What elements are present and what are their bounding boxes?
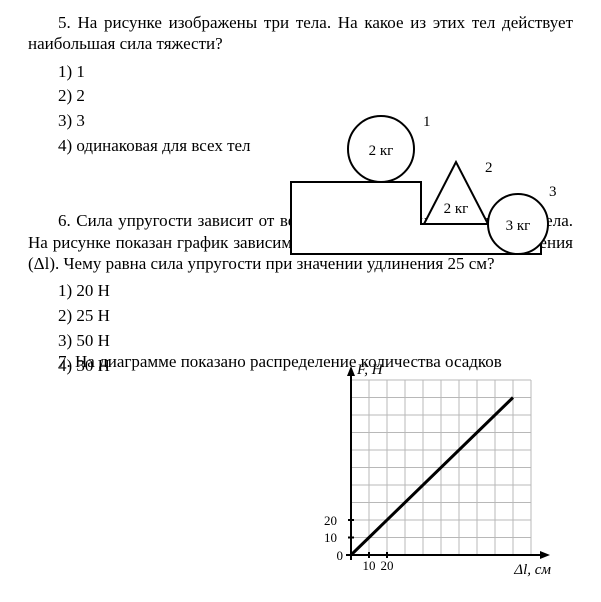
q5-svg: 2 кг 1 2 кг 2 3 кг 3: [281, 54, 561, 274]
q5-body: На рисунке изображены три тела. На какое…: [28, 13, 573, 53]
q6-figure: F, Н: [301, 360, 561, 590]
q6-option-1: 1) 20 Н: [58, 280, 573, 303]
q5-body2-mass: 2 кг: [444, 201, 469, 217]
q6-x20: 20: [381, 558, 394, 573]
q5-body3-mass: 3 кг: [506, 218, 531, 234]
q6-number: 6.: [58, 211, 71, 230]
q6-y20: 20: [324, 513, 337, 528]
q5-number: 5.: [58, 13, 71, 32]
q5-body1-num: 1: [423, 114, 431, 130]
q6-y10: 10: [324, 530, 337, 545]
q6-chart-svg: F, Н: [301, 360, 561, 590]
q6-xlabel: Δl, см: [513, 562, 551, 578]
q5-body3-num: 3: [549, 184, 557, 200]
q6-origin-label: 0: [337, 548, 344, 563]
q6-option-2: 2) 25 Н: [58, 305, 573, 328]
q5-body1-mass: 2 кг: [369, 143, 394, 159]
q5-body2-num: 2: [485, 160, 493, 176]
page-root: 5. На рисунке изображены три тела. На ка…: [0, 0, 601, 378]
q5-figure: 2 кг 1 2 кг 2 3 кг 3: [281, 54, 561, 274]
q6-option-3: 3) 50 Н: [58, 330, 573, 353]
q7-cutoff: 7. На диаграмме показано распределение к…: [28, 352, 573, 372]
q6-x10: 10: [363, 558, 376, 573]
q5-text: 5. На рисунке изображены три тела. На ка…: [28, 12, 573, 55]
